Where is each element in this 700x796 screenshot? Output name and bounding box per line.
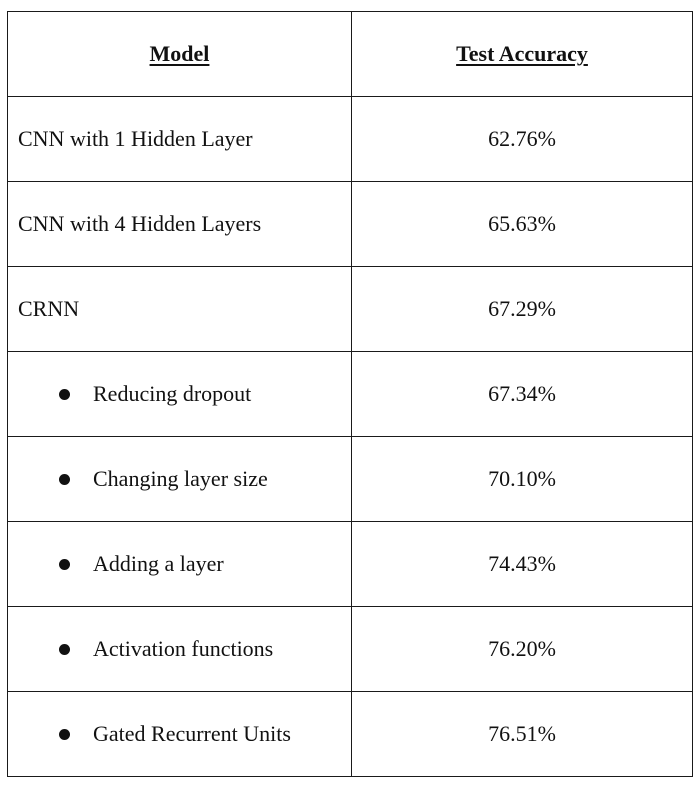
accuracy-cell: 65.63% <box>351 181 693 267</box>
accuracy-cell: 76.20% <box>351 606 693 692</box>
table-row: Adding a layer 74.43% <box>7 521 693 607</box>
model-label: Adding a layer <box>93 551 224 576</box>
model-cell: Changing layer size <box>7 436 352 522</box>
model-cell: Adding a layer <box>7 521 352 607</box>
model-column-header: Model <box>7 11 352 97</box>
results-table: Model Test Accuracy CNN with 1 Hidden La… <box>7 11 693 777</box>
accuracy-cell: 74.43% <box>351 521 693 607</box>
table-row: Changing layer size 70.10% <box>7 436 693 522</box>
bullet-icon <box>59 473 70 485</box>
table-row: CNN with 4 Hidden Layers 65.63% <box>7 181 693 267</box>
bullet-icon <box>59 558 70 570</box>
table-row: CNN with 1 Hidden Layer 62.76% <box>7 96 693 182</box>
model-cell: Reducing dropout <box>7 351 352 437</box>
table-row: Reducing dropout 67.34% <box>7 351 693 437</box>
model-cell: CNN with 4 Hidden Layers <box>7 181 352 267</box>
table-row: Gated Recurrent Units 76.51% <box>7 691 693 777</box>
model-cell: Gated Recurrent Units <box>7 691 352 777</box>
model-cell: Activation functions <box>7 606 352 692</box>
model-cell: CNN with 1 Hidden Layer <box>7 96 352 182</box>
table-row: Activation functions 76.20% <box>7 606 693 692</box>
accuracy-cell: 76.51% <box>351 691 693 777</box>
accuracy-cell: 70.10% <box>351 436 693 522</box>
model-label: Changing layer size <box>93 466 268 491</box>
accuracy-cell: 62.76% <box>351 96 693 182</box>
model-label: Gated Recurrent Units <box>93 721 291 746</box>
accuracy-column-header: Test Accuracy <box>351 11 693 97</box>
bullet-icon <box>59 728 70 740</box>
bullet-icon <box>59 643 70 655</box>
model-label: Activation functions <box>93 636 274 661</box>
header-row: Model Test Accuracy <box>7 11 693 97</box>
bullet-icon <box>59 388 70 400</box>
model-cell: CRNN <box>7 266 352 352</box>
accuracy-cell: 67.29% <box>351 266 693 352</box>
table-row: CRNN 67.29% <box>7 266 693 352</box>
accuracy-cell: 67.34% <box>351 351 693 437</box>
model-label: Reducing dropout <box>93 381 252 406</box>
